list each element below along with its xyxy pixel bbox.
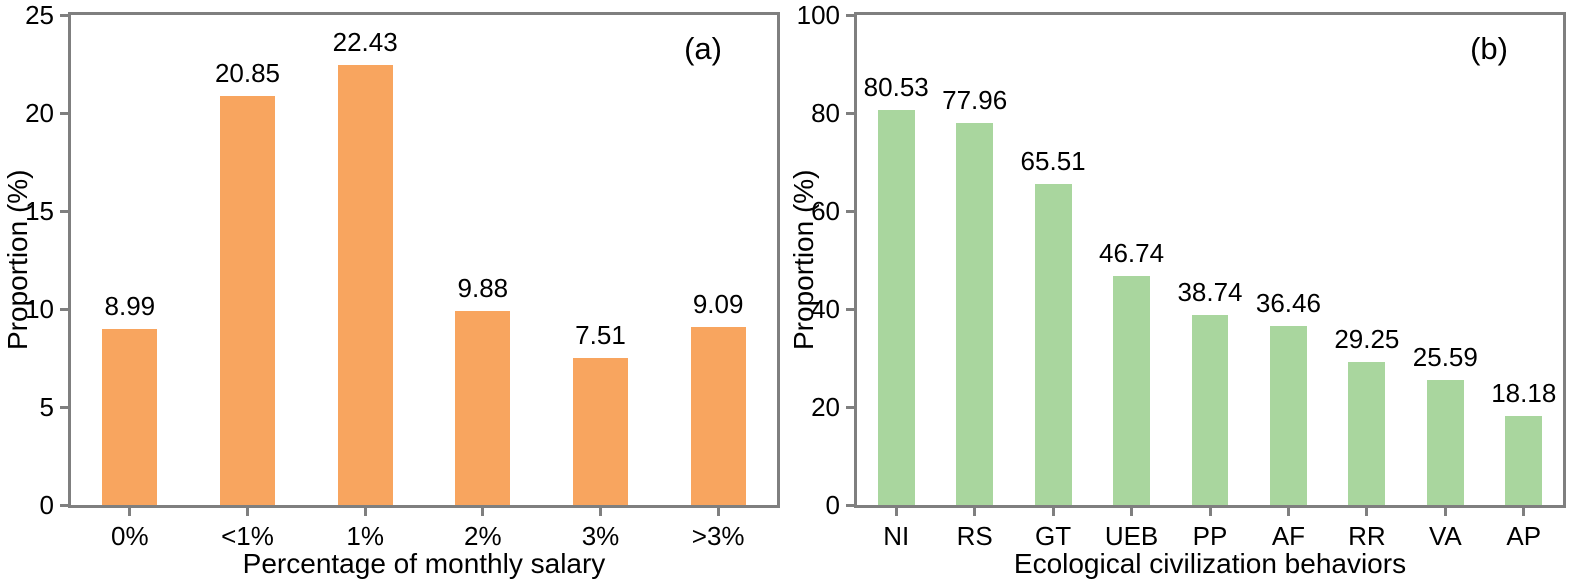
x-tick-label: AF: [1271, 521, 1306, 551]
bar-value-label: 77.96: [942, 85, 1008, 115]
bar-NI: [877, 110, 915, 505]
bar-value-label: 18.18: [1491, 377, 1557, 408]
y-tick-mark: [60, 503, 68, 507]
x-tick-mark: [973, 508, 977, 516]
y-tick-mark: [846, 503, 854, 507]
bar-2%: [455, 311, 511, 505]
bar-GT: [1034, 184, 1072, 505]
x-tick-label: 1%: [346, 521, 384, 551]
y-tick-mark: [846, 405, 854, 409]
bar-RR: [1348, 361, 1386, 505]
y-axis-label: Proportion (%): [2, 169, 33, 351]
panel-letter: (a): [684, 31, 722, 66]
y-tick-label: 100: [796, 0, 840, 30]
bar-1%: [337, 65, 393, 505]
x-tick-mark: [363, 508, 367, 516]
bar-AF: [1270, 326, 1307, 505]
x-tick-label: VA: [1428, 521, 1462, 551]
x-tick-mark: [1208, 508, 1212, 516]
y-tick-label: 20: [25, 98, 54, 128]
panel-b: Proportion (%) 80.53 77.96 65.51 46.74 38.74…: [786, 0, 1572, 586]
x-tick-mark: [599, 508, 602, 516]
x-tick-mark: [128, 508, 132, 516]
x-tick-label: AP: [1506, 521, 1542, 551]
y-tick-mark: [60, 111, 68, 115]
x-tick-mark: [894, 508, 898, 516]
x-tick-label: 3%: [581, 521, 620, 551]
x-tick-mark: [1443, 508, 1447, 516]
bar-0%: [102, 328, 158, 505]
plot-area: 8.99 20.85 22.43 9.88 7.51 9.09 (a): [68, 12, 780, 508]
bar-3%: [572, 357, 629, 505]
bar-value-label: 9.88: [457, 273, 509, 304]
x-tick-mark: [1522, 508, 1526, 516]
x-tick-label: GT: [1035, 521, 1072, 551]
x-tick-label: PP: [1192, 521, 1228, 551]
y-tick-label: 10: [25, 294, 54, 324]
x-tick-label: 0%: [111, 521, 149, 551]
bar-value-label: 29.25: [1334, 323, 1400, 354]
y-tick-label: 60: [811, 196, 840, 226]
bar->3%: [690, 326, 746, 505]
y-tick-label: 20: [811, 392, 840, 422]
bar-value-label: 9.09: [692, 288, 744, 319]
bar-AP: [1505, 415, 1543, 505]
x-tick-label: UEB: [1104, 521, 1159, 551]
panel-letter: (b): [1470, 31, 1508, 66]
bar-RS: [956, 123, 994, 505]
x-tick-label: NI: [883, 521, 910, 551]
y-tick-label: 80: [811, 98, 840, 128]
bar-UEB: [1113, 275, 1150, 505]
y-tick-mark: [60, 405, 68, 409]
y-tick-mark: [60, 13, 68, 17]
y-tick-label: 25: [25, 0, 54, 30]
plot-canvas: 80.53 77.96 65.51 46.74 38.74 36.46 29.25 25.59…: [857, 15, 1563, 505]
x-tick-mark: [1051, 508, 1055, 516]
x-axis-label: Percentage of monthly salary: [242, 548, 606, 579]
bar-value-label: 38.74: [1177, 277, 1243, 308]
x-tick-mark: [481, 508, 485, 516]
plot-area: 80.53 77.96 65.51 46.74 38.74 36.46 29.25 25.59…: [854, 12, 1566, 508]
bar-value-label: 22.43: [332, 27, 398, 58]
plot-canvas: 8.99 20.85 22.43 9.88 7.51 9.09: [71, 15, 777, 505]
bar-PP: [1191, 315, 1229, 505]
x-tick-mark: [716, 508, 720, 516]
y-tick-label: 0: [39, 490, 54, 520]
x-tick-mark: [1365, 508, 1369, 516]
bar-value-label: 25.59: [1412, 341, 1478, 372]
panel-a: Proportion (%) 8.99 20.85 22.43 9.88 7.51 9.0…: [2, 0, 780, 579]
x-tick-mark: [246, 508, 249, 516]
bar-value-label: 7.51: [575, 319, 626, 350]
x-tick-label: >3%: [691, 521, 745, 551]
x-axis-label: Ecological civilization behaviors: [1013, 548, 1407, 579]
y-tick-mark: [60, 209, 68, 213]
x-tick-label: RR: [1348, 521, 1386, 551]
bar-<1%: [219, 96, 276, 505]
bar-VA: [1426, 379, 1464, 505]
y-tick-label: 5: [39, 392, 54, 422]
bar-value-label: 80.53: [863, 72, 929, 103]
y-tick-mark: [60, 307, 68, 311]
y-tick-label: 15: [25, 196, 54, 226]
bar-value-label: 36.46: [1255, 288, 1321, 319]
x-tick-label: <1%: [221, 521, 274, 551]
y-tick-label: 40: [811, 294, 840, 324]
x-tick-label: RS: [956, 521, 993, 551]
x-tick-label: 2%: [464, 521, 502, 551]
y-axis-label: Proportion (%): [788, 169, 819, 351]
bar-value-label: 20.85: [214, 58, 281, 89]
y-tick-mark: [846, 111, 854, 115]
y-tick-mark: [846, 307, 854, 311]
bar-value-label: 46.74: [1099, 237, 1165, 268]
y-tick-mark: [846, 13, 854, 17]
bar-value-label: 8.99: [104, 290, 156, 321]
x-tick-mark: [1130, 508, 1134, 516]
y-tick-mark: [846, 209, 854, 213]
y-tick-label: 0: [825, 490, 840, 520]
x-tick-mark: [1286, 508, 1290, 516]
bar-value-label: 65.51: [1020, 146, 1086, 177]
